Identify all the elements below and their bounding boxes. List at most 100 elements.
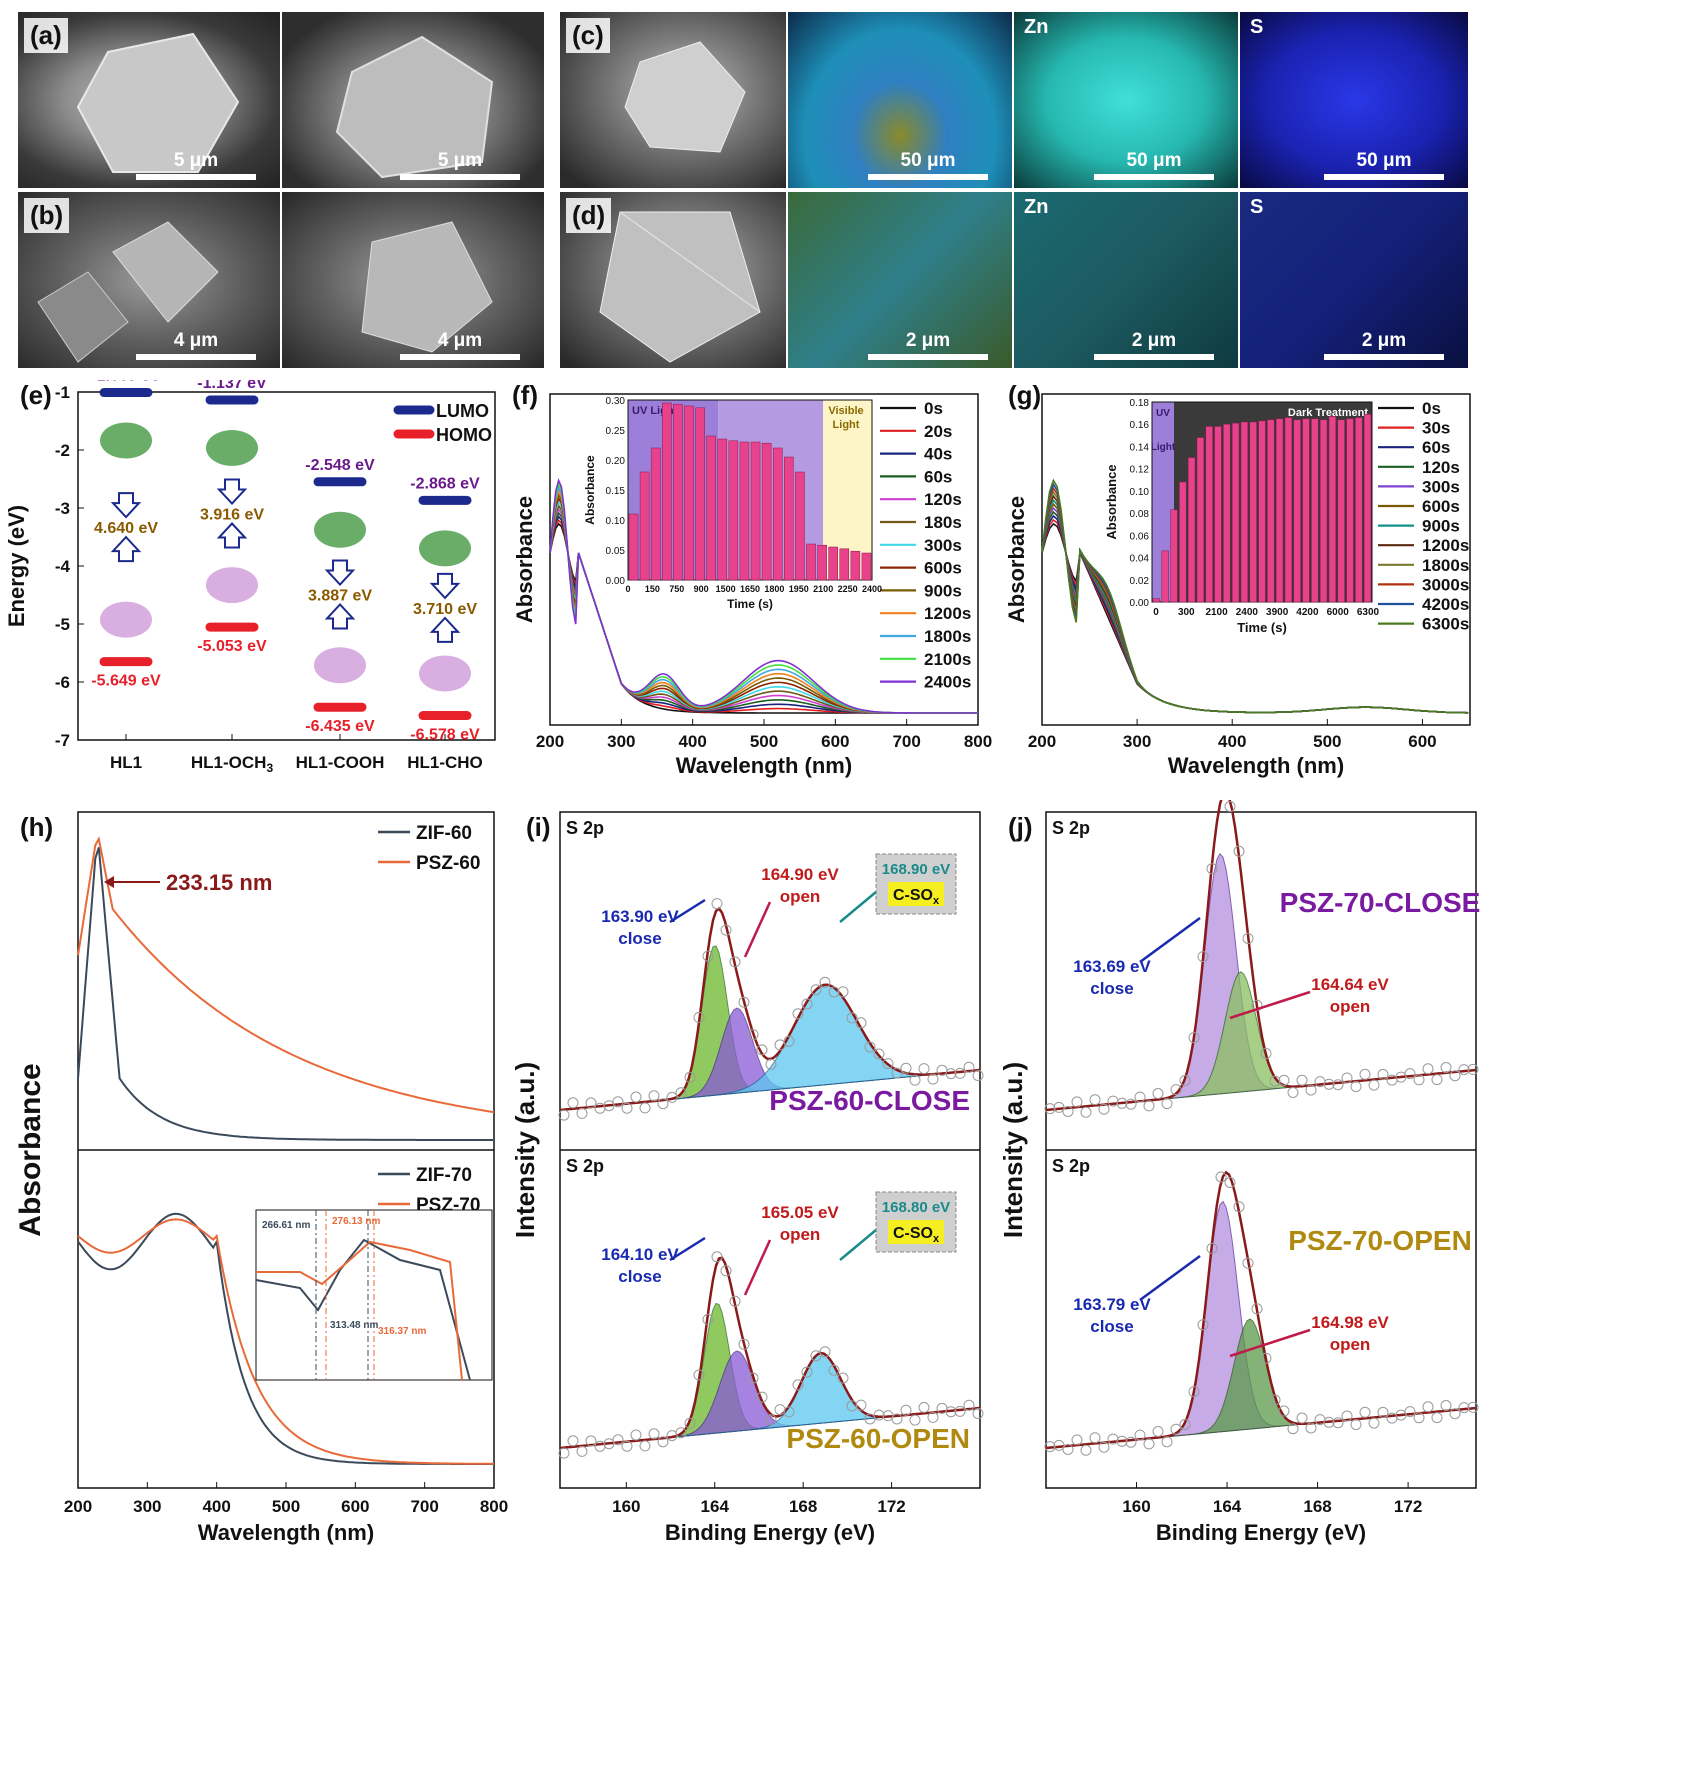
scale-bar (400, 354, 520, 360)
data-point (1251, 1303, 1263, 1315)
region-label: S 2p (566, 818, 604, 838)
psz-70-line (77, 1218, 494, 1465)
data-point (675, 1087, 687, 1099)
data-point (711, 1251, 723, 1263)
x-tick-label: HL1 (110, 753, 142, 772)
panel-i-letter: (i) (526, 812, 551, 842)
inset-x-tick: 1800 (764, 584, 784, 594)
down-arrow-icon (110, 492, 142, 519)
data-point (963, 1399, 975, 1411)
data-point (729, 956, 741, 968)
homo-value: -5.649 eV (91, 673, 161, 690)
data-point (1377, 1406, 1389, 1418)
x-tick-label: 300 (1123, 732, 1151, 751)
data-point (1341, 1072, 1353, 1084)
data-point (1089, 1432, 1101, 1444)
octahedron-crystals-image (37, 221, 219, 363)
data-point (1458, 1402, 1470, 1414)
panel-d-letter: (d) (566, 198, 612, 233)
legend-label: 4200s (1422, 595, 1469, 614)
inset-bar (1293, 419, 1301, 603)
data-point (1071, 1434, 1083, 1446)
inset-x-tick: 6000 (1327, 607, 1350, 618)
data-point (1161, 1436, 1173, 1448)
legend-label: 2400s (924, 673, 971, 692)
legend-label: 300s (924, 536, 962, 555)
absorbance-chart-g: 200 300 400 500 600 Wavelength (nm) Absorbance… (1004, 393, 1471, 778)
inset-bar (1319, 419, 1328, 603)
data-point (1080, 1106, 1092, 1118)
open-peak-value: 165.05 eV (761, 1203, 839, 1222)
close-peak-label: close (618, 929, 661, 948)
data-point (1323, 1078, 1335, 1090)
data-point (1341, 1410, 1353, 1422)
open-peak-value: 164.64 eV (1311, 975, 1389, 994)
spectrum-line (1041, 478, 1469, 714)
inset-x-tick: 150 (645, 584, 660, 594)
legend-label: 120s (924, 490, 962, 509)
inset-bar (1284, 417, 1293, 603)
cso-value: 168.90 eV (882, 861, 950, 878)
homo-value: -5.053 eV (197, 638, 267, 655)
data-point (1305, 1084, 1317, 1096)
inset-bar (828, 546, 838, 581)
data-point (1260, 1352, 1272, 1364)
data-point (1188, 1032, 1200, 1044)
data-point (1350, 1081, 1362, 1093)
peak-label: 233.15 nm (166, 870, 272, 895)
lumo-value: -1.009 eV (91, 380, 161, 385)
inset-x-tick: 900 (694, 584, 709, 594)
absorbance-chart-h: 200 300 400 500 600 700 800 Wavelength (nm) Abso… (14, 811, 508, 1545)
uv-label: Light (1151, 442, 1176, 453)
inset-bar (739, 441, 750, 581)
data-point (873, 1409, 885, 1421)
close-peak-label: close (1090, 979, 1133, 998)
data-point (720, 924, 732, 936)
lumo-orbital (419, 530, 471, 567)
inset-x-tick: 2100 (1205, 607, 1228, 618)
data-point (1368, 1417, 1380, 1429)
data-point (756, 1391, 768, 1403)
x-tick-label: 400 (678, 732, 706, 751)
y-axis-title: Intensity (a.u.) (1000, 1062, 1028, 1238)
data-point (954, 1405, 966, 1417)
data-point (657, 1436, 669, 1448)
data-point (1440, 1400, 1452, 1411)
data-point (891, 1067, 903, 1079)
inset-y-tick: 0.15 (606, 486, 626, 497)
data-point (1440, 1062, 1452, 1073)
inset-x-tick: 3900 (1266, 607, 1289, 618)
x-tick-label: 160 (1122, 1497, 1150, 1516)
x-tick-label: 200 (64, 1497, 92, 1516)
inset-bar (662, 402, 672, 581)
inset-x-tick: 2100 (813, 584, 833, 594)
data-point (729, 1295, 741, 1307)
inset-x-title: Time (s) (727, 597, 773, 611)
energy-level-chart: -1 -2 -3 -4 -5 -6 -7 Energy (eV) HL1 -1.009 eV -5.… (4, 380, 496, 775)
data-point (1269, 1394, 1281, 1406)
zif-60-line (77, 847, 494, 1141)
inset-bar (1205, 426, 1213, 603)
data-point (747, 1029, 759, 1041)
data-point (1449, 1408, 1461, 1420)
scale-bar (136, 174, 256, 180)
data-point (828, 1364, 840, 1376)
data-point (864, 1413, 876, 1425)
data-point (612, 1434, 624, 1446)
data-point (873, 1048, 885, 1060)
x-tick-label: 800 (480, 1497, 508, 1516)
data-point (684, 1071, 696, 1083)
data-point (720, 1265, 732, 1277)
x-tick-label: 168 (1303, 1497, 1331, 1516)
inset-bar (695, 407, 705, 581)
legend-label: 2100s (924, 650, 971, 669)
psz-60-line (77, 836, 495, 1114)
data-point (702, 950, 714, 962)
data-point (576, 1445, 588, 1457)
inset-x-tick: 300 (1178, 607, 1195, 618)
data-point (1188, 1386, 1200, 1398)
data-point (1269, 1075, 1281, 1087)
data-point (621, 1102, 633, 1114)
legend-label: ZIF-70 (416, 1165, 472, 1186)
data-point (891, 1413, 903, 1425)
